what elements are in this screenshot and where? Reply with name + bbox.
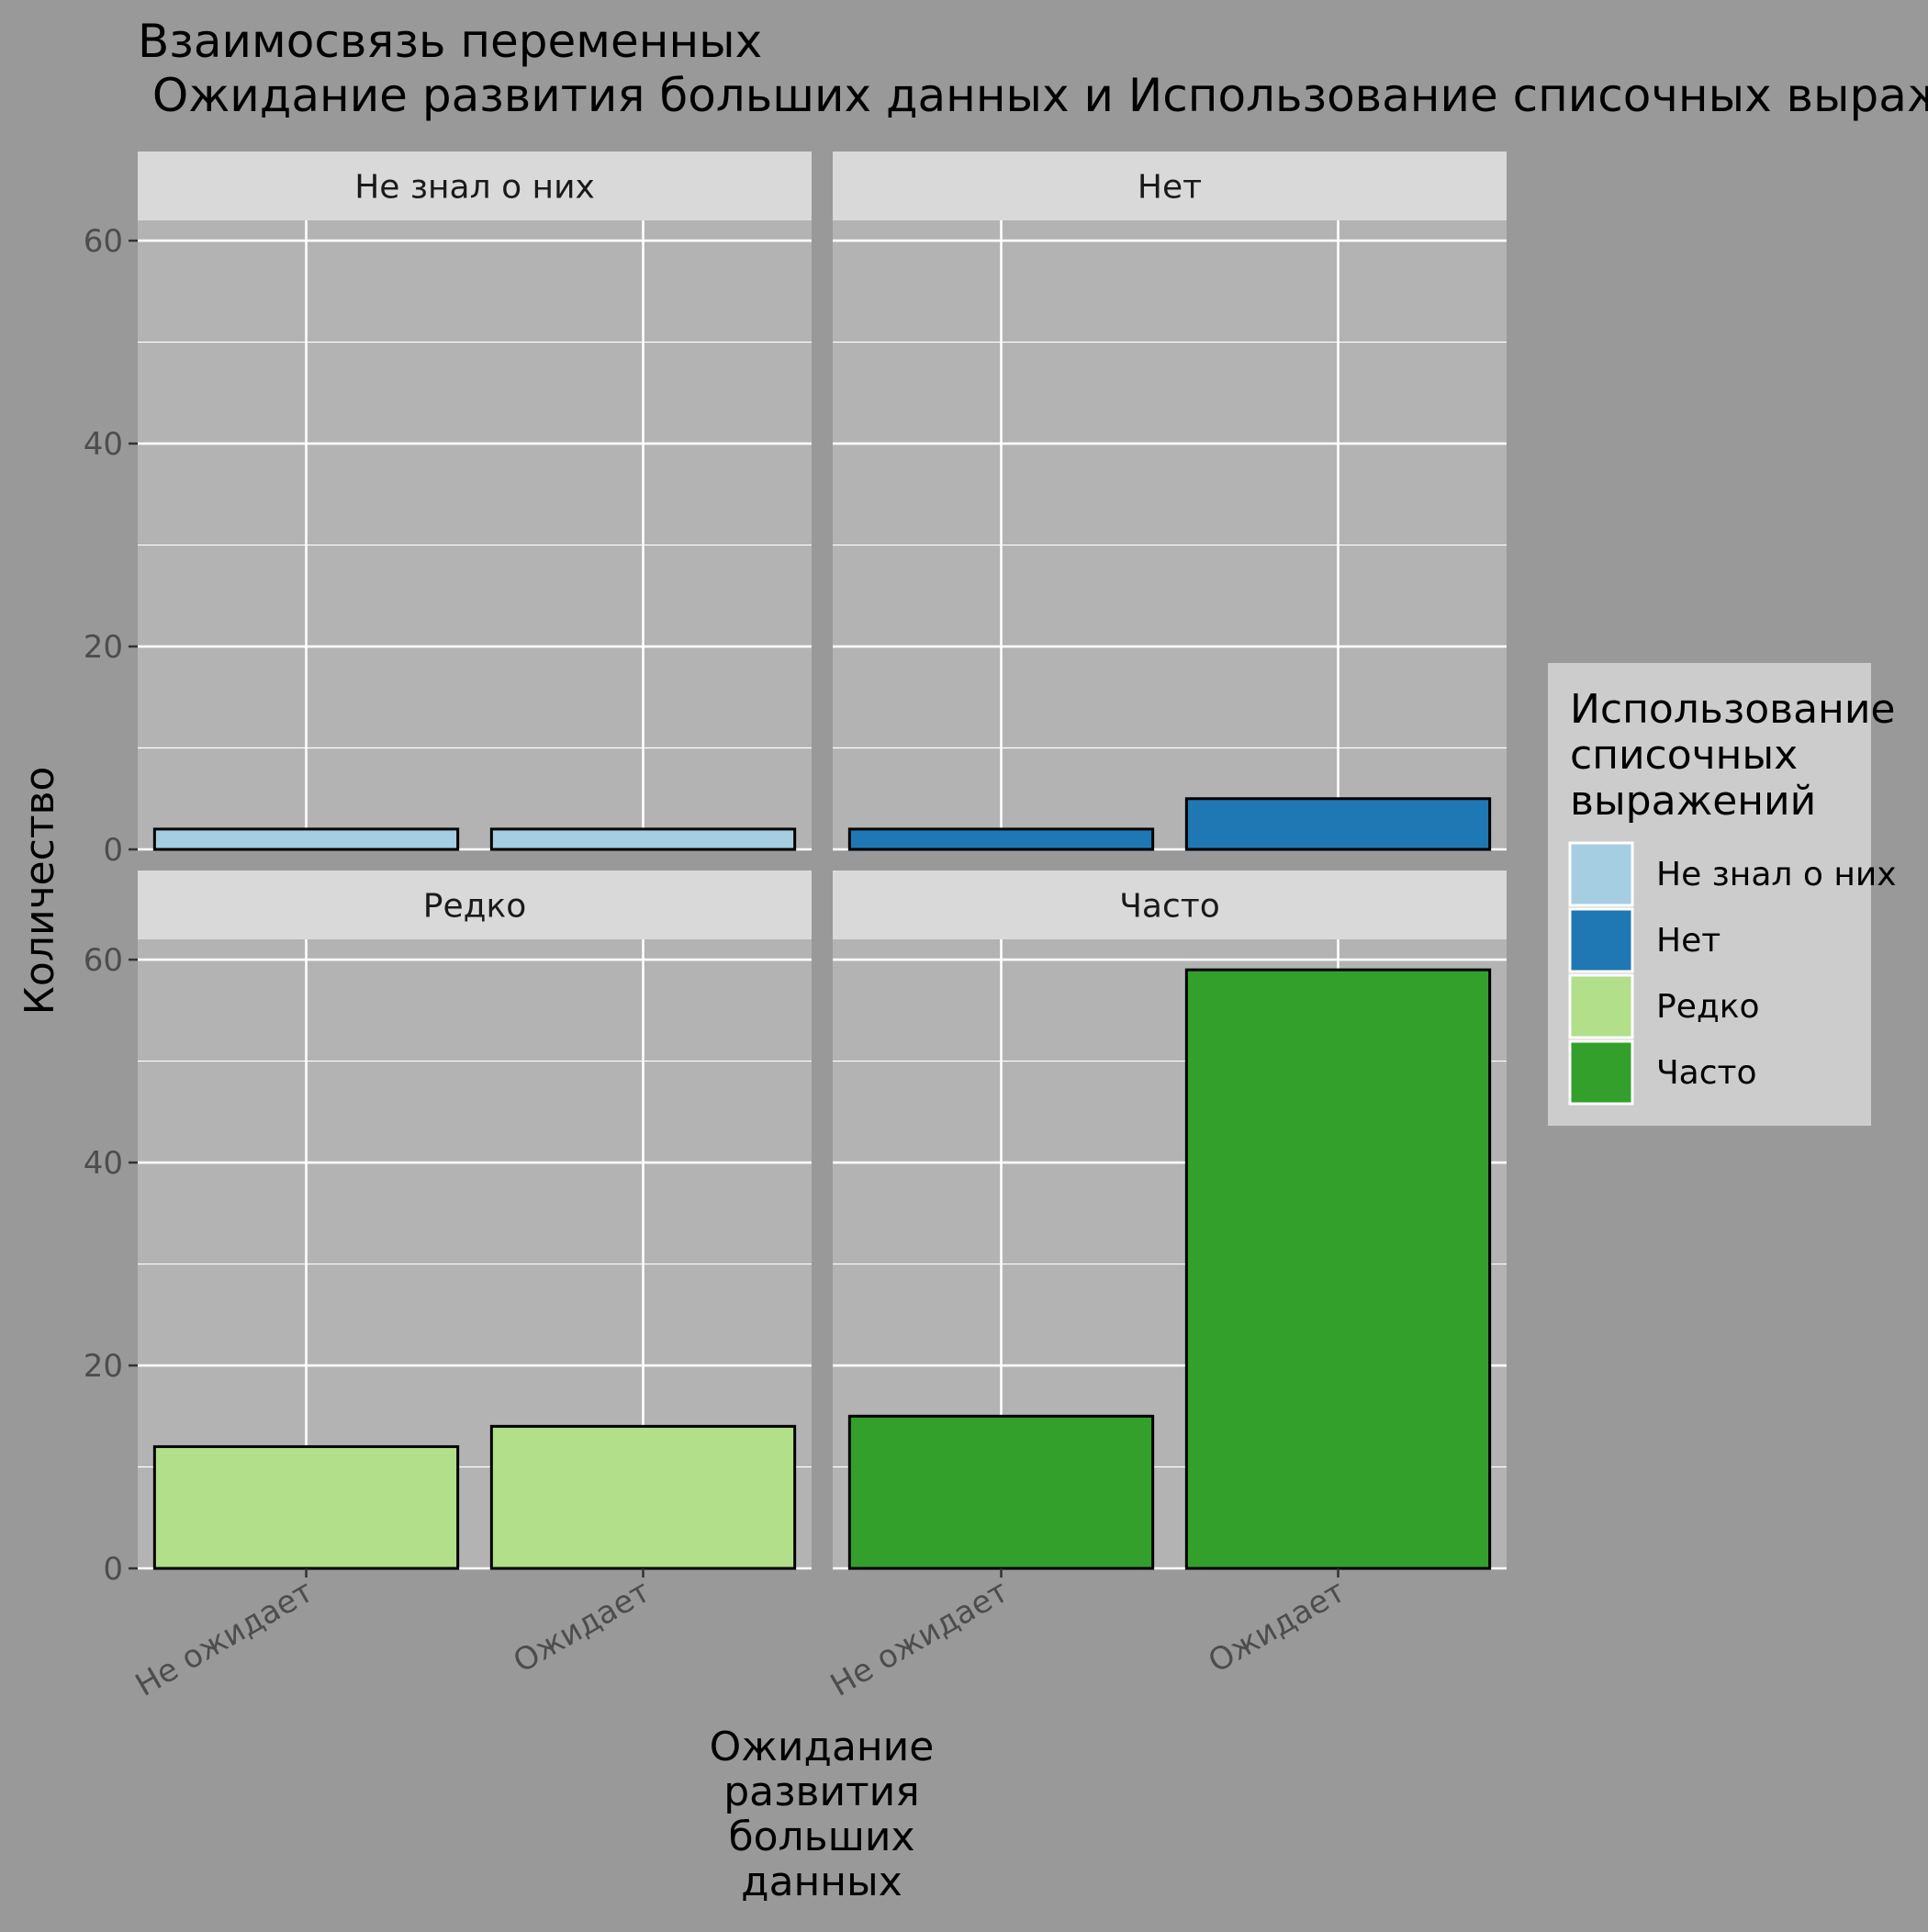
bar [152, 1444, 460, 1570]
x-axis-label: Ожидание развития больших данных [710, 1724, 935, 1905]
y-tick-label: 0 [103, 1551, 123, 1588]
bar [489, 1424, 797, 1570]
legend-key [1568, 907, 1634, 973]
legend-title: Использование списочных выражений [1570, 686, 1896, 825]
facet-strip [833, 871, 1507, 939]
legend-key [1568, 841, 1634, 907]
facet-strip-label: Нет [1138, 169, 1202, 207]
facet-strip [833, 152, 1507, 220]
bar [1184, 968, 1492, 1570]
legend-label: Не знал о них [1656, 856, 1897, 893]
y-tick-label: 40 [84, 1145, 123, 1182]
bar [152, 827, 460, 851]
y-tick-label: 40 [84, 426, 123, 463]
x-tick-label: Ожидает [1202, 1573, 1351, 1680]
legend-key [1568, 973, 1634, 1039]
facet-strip-label: Часто [1119, 888, 1220, 926]
y-tick-label: 20 [84, 629, 123, 666]
facet-strip [138, 871, 812, 939]
chart-title: Взаимосвязь переменных Ожидание развития… [138, 15, 1928, 122]
legend-label: Редко [1656, 988, 1760, 1026]
legend-label: Нет [1656, 922, 1721, 960]
y-tick-label: 20 [84, 1348, 123, 1385]
bar [1184, 797, 1492, 851]
y-axis-label: Количество [17, 767, 63, 1016]
facet-strip-label: Не знал о них [354, 169, 595, 207]
y-tick-label: 0 [103, 832, 123, 869]
panel-background [833, 220, 1507, 849]
bar [847, 827, 1155, 851]
facet-strip-label: Редко [423, 888, 527, 926]
legend-label: Часто [1656, 1054, 1757, 1092]
x-tick-label: Ожидает [507, 1573, 656, 1680]
bar [489, 827, 797, 851]
x-tick-label: Не ожидает [824, 1573, 1014, 1704]
y-tick-label: 60 [84, 223, 123, 260]
panel-background [138, 220, 812, 849]
x-tick-label: Не ожидает [129, 1573, 319, 1704]
legend-key [1568, 1039, 1634, 1106]
facet-strip [138, 152, 812, 220]
y-tick-label: 60 [84, 942, 123, 979]
bar [847, 1414, 1155, 1570]
